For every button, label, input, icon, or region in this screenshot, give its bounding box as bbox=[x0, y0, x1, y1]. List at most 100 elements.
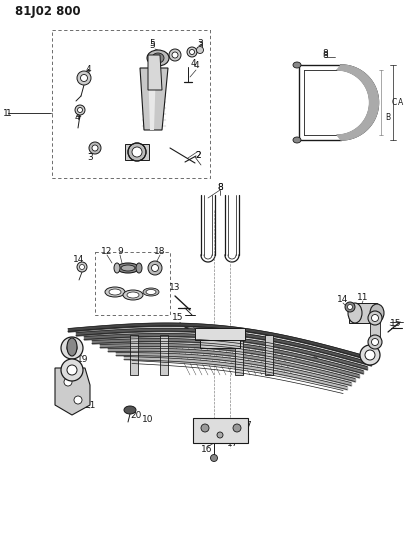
Bar bbox=[265, 335, 273, 375]
Circle shape bbox=[81, 75, 88, 82]
Text: 1: 1 bbox=[3, 109, 9, 117]
Bar bbox=[349, 303, 377, 323]
Text: 5: 5 bbox=[149, 39, 155, 49]
Text: 19: 19 bbox=[77, 356, 89, 365]
Text: 15: 15 bbox=[390, 319, 402, 328]
Circle shape bbox=[79, 264, 85, 270]
Bar bbox=[125, 144, 149, 160]
Text: 3: 3 bbox=[197, 42, 203, 51]
Ellipse shape bbox=[147, 50, 169, 66]
Circle shape bbox=[75, 105, 85, 115]
Polygon shape bbox=[148, 55, 162, 90]
Circle shape bbox=[368, 335, 382, 349]
Polygon shape bbox=[337, 65, 379, 140]
Ellipse shape bbox=[114, 263, 120, 273]
Circle shape bbox=[132, 147, 142, 157]
Ellipse shape bbox=[66, 338, 77, 358]
Circle shape bbox=[92, 145, 98, 151]
Ellipse shape bbox=[117, 263, 139, 273]
Ellipse shape bbox=[152, 53, 164, 63]
Circle shape bbox=[67, 365, 77, 375]
Text: 4: 4 bbox=[84, 69, 90, 77]
Text: A: A bbox=[398, 98, 403, 107]
Text: 14: 14 bbox=[73, 255, 85, 264]
Ellipse shape bbox=[146, 289, 156, 295]
Text: 5: 5 bbox=[149, 42, 155, 51]
Ellipse shape bbox=[67, 338, 77, 356]
Ellipse shape bbox=[348, 303, 362, 323]
Text: 3: 3 bbox=[87, 148, 93, 157]
Ellipse shape bbox=[136, 263, 142, 273]
Circle shape bbox=[77, 108, 83, 112]
Circle shape bbox=[348, 304, 352, 310]
Ellipse shape bbox=[370, 304, 384, 322]
Circle shape bbox=[372, 314, 379, 321]
Text: 4: 4 bbox=[74, 114, 80, 123]
Ellipse shape bbox=[124, 406, 136, 414]
Text: 21: 21 bbox=[84, 400, 96, 409]
Circle shape bbox=[210, 455, 217, 462]
Circle shape bbox=[148, 261, 162, 275]
Circle shape bbox=[77, 262, 87, 272]
Bar bbox=[370, 315, 380, 345]
Circle shape bbox=[372, 338, 379, 345]
Circle shape bbox=[368, 311, 382, 325]
Text: C: C bbox=[392, 98, 397, 107]
Text: 15: 15 bbox=[172, 313, 184, 322]
Text: 2: 2 bbox=[195, 150, 201, 159]
Text: 16: 16 bbox=[201, 446, 213, 455]
Text: 12: 12 bbox=[101, 247, 113, 256]
Bar bbox=[200, 340, 240, 348]
Text: 13: 13 bbox=[169, 284, 181, 293]
Ellipse shape bbox=[105, 287, 125, 297]
Circle shape bbox=[151, 264, 158, 271]
Circle shape bbox=[89, 142, 101, 154]
Text: 6: 6 bbox=[312, 356, 318, 365]
Text: 10: 10 bbox=[142, 416, 154, 424]
Text: 8: 8 bbox=[217, 182, 223, 191]
Ellipse shape bbox=[293, 137, 301, 143]
Bar bbox=[235, 335, 243, 375]
Text: 14: 14 bbox=[337, 295, 349, 304]
Circle shape bbox=[77, 71, 91, 85]
Circle shape bbox=[345, 302, 355, 312]
Text: 8: 8 bbox=[322, 50, 328, 59]
Ellipse shape bbox=[123, 290, 143, 300]
Text: 4: 4 bbox=[85, 66, 91, 75]
Text: 3: 3 bbox=[197, 39, 203, 49]
Circle shape bbox=[201, 424, 209, 432]
Text: 4: 4 bbox=[190, 60, 196, 69]
Circle shape bbox=[233, 424, 241, 432]
Text: 8: 8 bbox=[322, 51, 328, 60]
Circle shape bbox=[365, 350, 375, 360]
Text: 4: 4 bbox=[75, 110, 81, 119]
Ellipse shape bbox=[143, 288, 159, 296]
Text: 81J02 800: 81J02 800 bbox=[15, 5, 81, 19]
Bar bbox=[160, 335, 168, 375]
Ellipse shape bbox=[121, 265, 135, 271]
Text: 18: 18 bbox=[154, 247, 166, 256]
Bar bbox=[130, 335, 138, 375]
Polygon shape bbox=[140, 68, 168, 130]
Text: 20: 20 bbox=[130, 411, 142, 421]
Ellipse shape bbox=[127, 292, 139, 298]
Text: B: B bbox=[385, 113, 390, 122]
Text: 1: 1 bbox=[6, 109, 12, 117]
Circle shape bbox=[74, 396, 82, 404]
Text: 8: 8 bbox=[217, 182, 223, 191]
Circle shape bbox=[217, 432, 223, 438]
Text: 11: 11 bbox=[357, 294, 369, 303]
Circle shape bbox=[128, 143, 146, 161]
Text: 2: 2 bbox=[195, 151, 201, 160]
Text: 9: 9 bbox=[117, 247, 123, 256]
Bar bbox=[195, 328, 245, 340]
Circle shape bbox=[61, 337, 83, 359]
Circle shape bbox=[61, 359, 83, 381]
Text: 7: 7 bbox=[245, 421, 251, 430]
Ellipse shape bbox=[293, 62, 301, 68]
Text: 3: 3 bbox=[87, 154, 93, 163]
Circle shape bbox=[172, 52, 178, 58]
Text: 17: 17 bbox=[227, 439, 239, 448]
Ellipse shape bbox=[109, 289, 121, 295]
Circle shape bbox=[169, 49, 181, 61]
